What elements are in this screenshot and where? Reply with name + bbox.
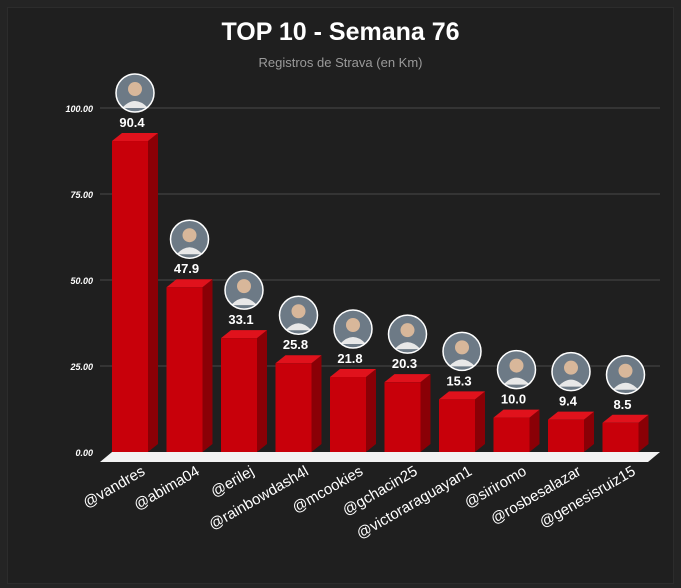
bar-top: [330, 369, 376, 378]
bar-side: [366, 369, 376, 452]
data-label: 9.4: [559, 394, 578, 409]
bar-top: [275, 355, 322, 364]
avatar-icon: [496, 349, 537, 390]
avatar-head: [237, 279, 251, 294]
y-tick-label: 75.00: [70, 190, 93, 200]
avatar-body: [122, 101, 148, 109]
bar-side: [584, 411, 594, 452]
bar-group: 90.4@vandres: [80, 73, 158, 512]
avatar-icon: [115, 73, 155, 113]
data-label: 33.1: [228, 312, 253, 327]
bar: [439, 399, 475, 452]
bar-top: [602, 414, 649, 423]
y-tick-label: 100.00: [65, 104, 93, 114]
avatar-head: [128, 82, 142, 97]
avatar-body: [231, 298, 257, 306]
bar-top: [221, 330, 267, 339]
bar-group: 33.1@erilej: [208, 270, 267, 501]
chart-subtitle: Registros de Strava (en Km): [258, 55, 423, 70]
avatar-ring: [333, 309, 373, 349]
chart-floor: [100, 452, 660, 462]
avatar-body: [449, 359, 475, 367]
avatar-ring: [115, 73, 155, 113]
bar-top: [439, 391, 485, 400]
y-tick-label: 50.00: [70, 276, 93, 286]
avatar-ring: [496, 349, 537, 390]
avatar-body: [558, 379, 584, 387]
avatar-ring: [605, 355, 646, 395]
avatar-icon: [169, 219, 210, 259]
bar-side: [148, 133, 158, 453]
avatar-head: [618, 363, 633, 378]
bar-side: [420, 374, 431, 452]
data-label: 25.8: [283, 337, 308, 352]
bar: [330, 377, 366, 452]
avatar-head: [346, 318, 360, 333]
bar-top: [384, 374, 431, 383]
avatar-ring: [224, 270, 264, 310]
avatar-icon: [551, 351, 591, 392]
avatar-head: [564, 360, 578, 375]
data-label: 10.0: [501, 392, 526, 407]
y-tick-label: 25.00: [69, 362, 93, 372]
data-label: 8.5: [613, 397, 631, 412]
avatar-head: [455, 340, 469, 355]
bar-top: [112, 133, 158, 142]
bar-side: [257, 330, 267, 452]
bar: [112, 141, 148, 453]
bar-side: [311, 355, 322, 452]
y-tick-label: 0.00: [75, 448, 93, 458]
data-label: 90.4: [119, 115, 145, 130]
bar: [275, 363, 312, 452]
avatar-head: [509, 358, 524, 373]
avatar-head: [400, 323, 415, 338]
avatar-head: [182, 228, 197, 243]
bar: [548, 419, 584, 452]
bar: [166, 287, 203, 452]
avatar-icon: [605, 355, 646, 395]
avatar-icon: [224, 270, 264, 310]
bar-side: [475, 391, 485, 452]
avatar-head: [291, 304, 306, 319]
avatar-ring: [169, 219, 210, 259]
avatar-ring: [442, 331, 482, 372]
data-label: 20.3: [392, 356, 417, 371]
bar-side: [529, 409, 540, 452]
avatar-icon: [333, 309, 373, 349]
avatar-icon: [278, 295, 319, 335]
bar: [384, 382, 421, 452]
avatar-ring: [278, 295, 319, 335]
avatar-body: [503, 377, 530, 385]
data-label: 15.3: [446, 373, 471, 388]
bar-top: [493, 409, 540, 418]
x-tick-label: @genesisruiz15: [537, 463, 639, 532]
bar-side: [202, 279, 213, 452]
bar: [221, 338, 257, 452]
avatar-icon: [387, 314, 428, 354]
bar: [602, 422, 639, 452]
data-label: 47.9: [174, 261, 199, 276]
chart-title: TOP 10 - Semana 76: [221, 18, 460, 46]
avatar-icon: [442, 331, 482, 372]
data-label: 21.8: [337, 351, 362, 366]
avatar-body: [340, 337, 366, 345]
bar: [493, 417, 530, 452]
avatar-body: [176, 247, 203, 255]
bar-side: [638, 414, 649, 452]
bar-top: [166, 279, 213, 288]
avatar-ring: [551, 351, 591, 392]
avatar-body: [612, 382, 639, 390]
avatar-body: [285, 323, 312, 331]
avatar-ring: [387, 314, 428, 354]
avatar-body: [394, 342, 421, 350]
bar-top: [548, 411, 594, 420]
